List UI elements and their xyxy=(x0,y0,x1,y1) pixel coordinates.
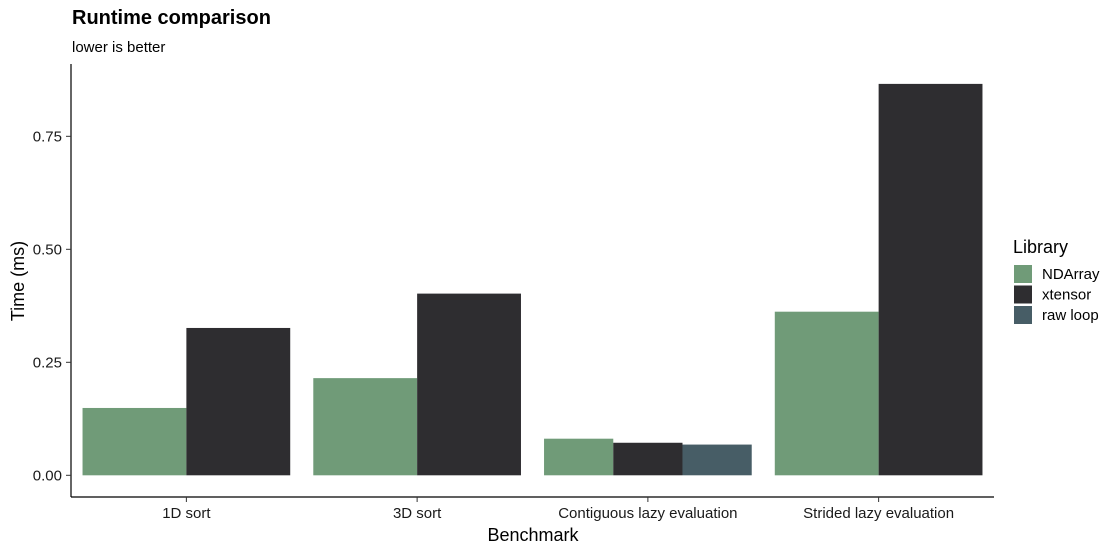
bar-ndarray-0 xyxy=(82,407,187,476)
bar-ndarray-1 xyxy=(313,378,418,476)
bar-xtensor-1 xyxy=(417,293,521,476)
bars-group xyxy=(82,83,983,476)
legend-title: Library xyxy=(1013,237,1068,257)
legend-swatch-ndarray xyxy=(1014,265,1032,283)
y-axis: 0.00 0.25 0.50 0.75 xyxy=(33,64,72,497)
y-axis-title: Time (ms) xyxy=(8,241,28,321)
bar-ndarray-3 xyxy=(774,311,879,476)
x-tick-label: 3D sort xyxy=(393,505,442,522)
bar-xtensor-3 xyxy=(878,83,983,476)
bar-xtensor-0 xyxy=(186,327,291,476)
legend-label: raw loop xyxy=(1042,307,1099,324)
x-axis: 1D sort 3D sort Contiguous lazy evaluation… xyxy=(71,496,994,522)
bar-raw-loop-2 xyxy=(682,444,752,476)
x-tick-label: Strided lazy evaluation xyxy=(803,505,954,522)
chart-subtitle: lower is better xyxy=(72,39,165,56)
chart-title: Runtime comparison xyxy=(72,7,271,29)
y-tick-label: 0.50 xyxy=(33,241,62,258)
legend-swatch-xtensor xyxy=(1014,285,1032,304)
bar-ndarray-2 xyxy=(544,438,614,476)
y-tick-label: 0.75 xyxy=(33,128,62,145)
legend-label: xtensor xyxy=(1042,287,1091,304)
y-tick-label: 0.25 xyxy=(33,354,62,371)
x-tick-label: 1D sort xyxy=(162,505,211,522)
x-tick-label: Contiguous lazy evaluation xyxy=(558,505,737,522)
bar-xtensor-2 xyxy=(613,442,683,476)
legend: Library NDArray xtensor raw loop xyxy=(1013,237,1100,324)
y-tick-label: 0.00 xyxy=(33,467,62,484)
x-axis-title: Benchmark xyxy=(487,525,579,545)
legend-swatch-raw-loop xyxy=(1014,306,1032,324)
legend-label: NDArray xyxy=(1042,266,1100,283)
